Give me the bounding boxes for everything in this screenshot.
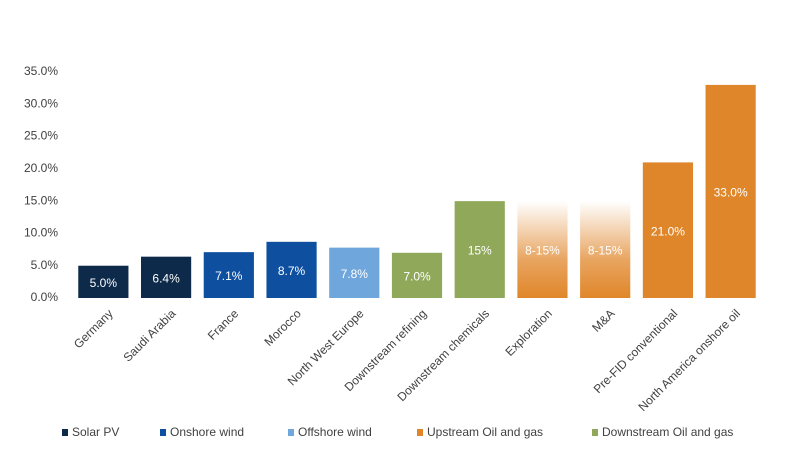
legend-label: Solar PV: [72, 425, 119, 439]
legend-swatch: [417, 429, 423, 436]
x-tick-label: France: [205, 306, 242, 343]
value-label: 8-15%: [525, 244, 560, 258]
bar: [78, 265, 129, 298]
y-tick-label: 0.0%: [31, 290, 59, 304]
value-label: 8.7%: [278, 264, 306, 278]
y-tick-label: 10.0%: [24, 226, 58, 240]
value-label: 33.0%: [714, 186, 748, 200]
x-tick-label: North America onshore oil: [635, 306, 743, 414]
value-label: 7.1%: [215, 269, 243, 283]
y-tick-label: 25.0%: [24, 129, 58, 143]
value-label: 8-15%: [588, 244, 623, 258]
x-tick-label: Germany: [71, 306, 116, 351]
value-label: 7.8%: [341, 267, 369, 281]
legend-label: Downstream Oil and gas: [602, 425, 733, 439]
bar: [391, 252, 443, 298]
value-label: 15%: [468, 244, 492, 258]
legend-swatch: [592, 429, 598, 436]
bar: [580, 201, 631, 298]
bar: [203, 252, 254, 298]
y-tick-label: 15.0%: [24, 193, 58, 207]
legend-label: Onshore wind: [170, 425, 244, 439]
legend-swatch: [288, 429, 294, 436]
y-tick-label: 20.0%: [24, 161, 58, 175]
x-tick-label: Saudi Arabia: [120, 306, 178, 364]
x-tick-label: M&A: [589, 306, 617, 334]
value-label: 21.0%: [651, 224, 685, 238]
legend-label: Offshore wind: [298, 425, 372, 439]
value-label: 6.4%: [152, 272, 180, 286]
bar: [266, 241, 317, 298]
y-tick-label: 5.0%: [31, 258, 59, 272]
legend-swatch: [62, 429, 68, 436]
legend-swatch: [160, 429, 166, 436]
x-tick-label: Exploration: [502, 306, 554, 358]
x-tick-label: Morocco: [261, 306, 304, 349]
bar: [454, 201, 505, 298]
y-tick-label: 30.0%: [24, 96, 58, 110]
bar: [705, 84, 756, 299]
bar: [642, 162, 693, 298]
value-label: 5.0%: [90, 276, 118, 290]
legend-label: Upstream Oil and gas: [427, 425, 543, 439]
bar: [517, 201, 568, 298]
y-tick-label: 35.0%: [24, 64, 58, 78]
bar: [141, 256, 192, 298]
bar: [329, 247, 380, 298]
value-label: 7.0%: [403, 270, 431, 284]
